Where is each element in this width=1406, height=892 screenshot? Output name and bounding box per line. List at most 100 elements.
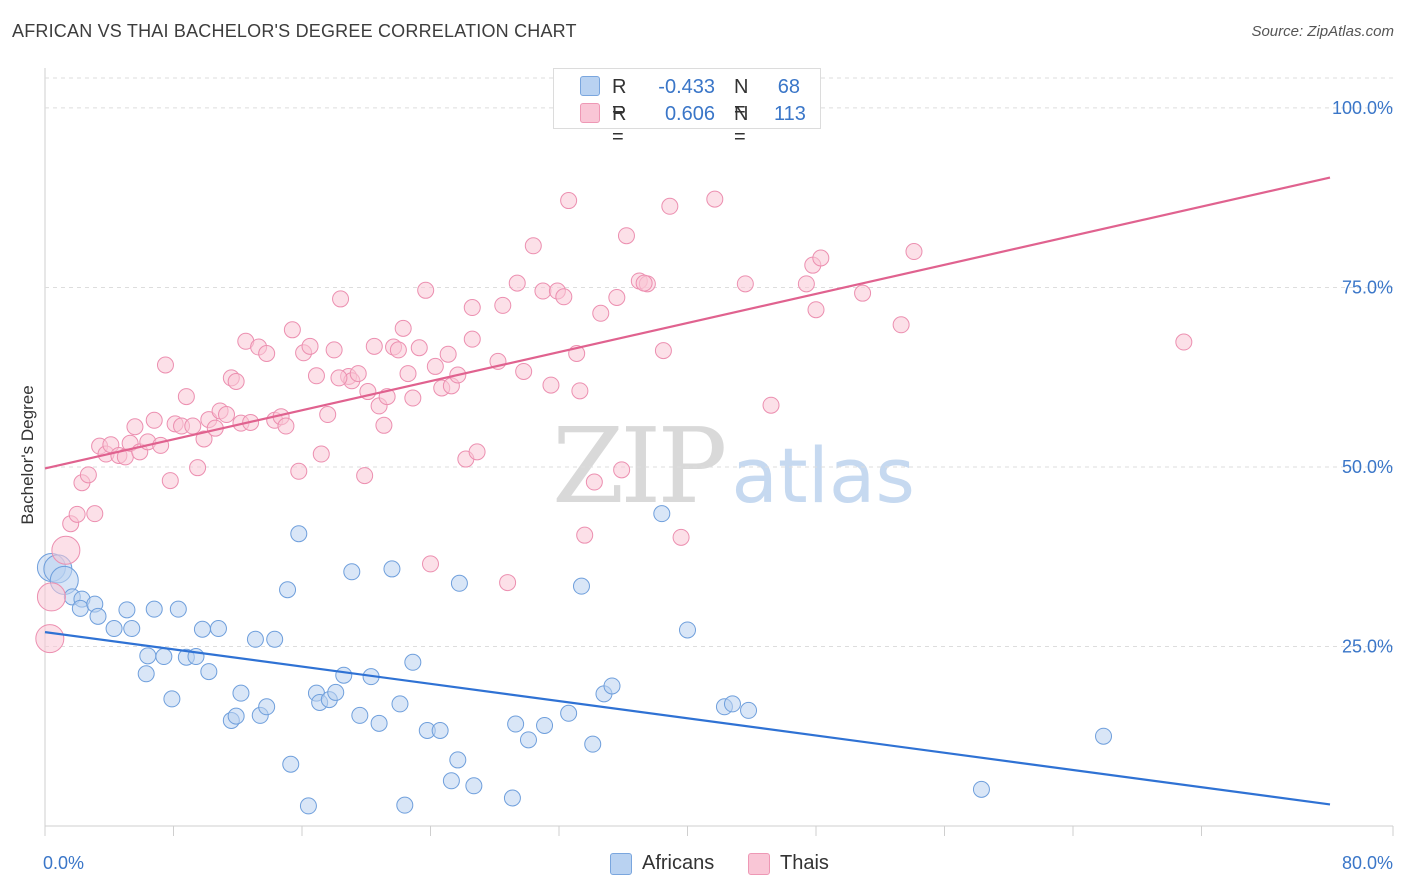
point-thais bbox=[613, 461, 631, 479]
legend-label-thais: Thais bbox=[780, 852, 829, 874]
point-thais bbox=[426, 357, 444, 375]
point-africans bbox=[560, 704, 578, 722]
point-thais bbox=[542, 376, 560, 394]
point-africans bbox=[232, 684, 250, 702]
point-africans bbox=[299, 797, 317, 815]
point-africans bbox=[105, 620, 123, 638]
point-africans bbox=[450, 574, 468, 592]
y-tick-label: 25.0% bbox=[1342, 636, 1393, 656]
n-label: N = bbox=[734, 76, 749, 121]
point-thais bbox=[349, 365, 367, 383]
point-africans bbox=[431, 721, 449, 739]
point-thais bbox=[189, 459, 207, 477]
point-africans bbox=[391, 695, 409, 713]
point-africans bbox=[209, 620, 227, 638]
trend-line-thais bbox=[44, 176, 1331, 470]
point-thais bbox=[152, 436, 170, 454]
point-thais bbox=[35, 624, 65, 654]
point-thais bbox=[68, 505, 86, 523]
point-africans bbox=[507, 715, 525, 733]
point-thais bbox=[463, 330, 481, 348]
point-thais bbox=[126, 418, 144, 436]
point-thais bbox=[389, 341, 407, 359]
point-thais bbox=[417, 281, 435, 299]
point-africans bbox=[370, 714, 388, 732]
r-label: R = bbox=[612, 103, 627, 148]
point-thais bbox=[195, 430, 213, 448]
n-label: N = bbox=[734, 103, 749, 148]
point-thais bbox=[184, 417, 202, 435]
point-thais bbox=[494, 296, 512, 314]
legend-swatch-thais bbox=[748, 853, 770, 875]
point-africans bbox=[740, 701, 758, 719]
point-thais bbox=[145, 411, 163, 429]
point-africans bbox=[279, 581, 297, 599]
point-thais bbox=[422, 555, 439, 573]
legend-swatch-africans bbox=[610, 853, 632, 875]
point-thais bbox=[156, 356, 174, 374]
point-africans bbox=[193, 620, 211, 638]
source-label: Source: ZipAtlas.com bbox=[1251, 23, 1394, 40]
point-thais bbox=[555, 288, 573, 306]
point-africans bbox=[572, 577, 590, 595]
point-thais bbox=[508, 274, 526, 292]
point-thais bbox=[654, 342, 672, 360]
point-africans bbox=[290, 525, 308, 543]
point-africans bbox=[118, 601, 136, 619]
point-thais bbox=[706, 190, 724, 208]
point-thais bbox=[410, 339, 428, 357]
point-africans bbox=[679, 621, 696, 639]
point-africans bbox=[972, 780, 990, 798]
point-thais bbox=[356, 467, 374, 485]
point-thais bbox=[854, 284, 872, 302]
point-africans bbox=[465, 777, 483, 795]
point-thais bbox=[499, 574, 517, 592]
point-thais bbox=[585, 473, 603, 491]
point-africans bbox=[266, 630, 284, 648]
point-thais bbox=[797, 275, 815, 293]
point-africans bbox=[383, 560, 401, 578]
point-thais bbox=[177, 388, 195, 406]
point-thais bbox=[608, 288, 626, 306]
point-thais bbox=[51, 535, 81, 565]
point-thais bbox=[301, 337, 319, 355]
x-tick-label: 0.0% bbox=[43, 853, 84, 873]
point-africans bbox=[723, 695, 741, 713]
point-thais bbox=[534, 282, 552, 300]
correlation-legend: R = -0.433 N = 68 R = 0.606 N = 113 bbox=[553, 68, 821, 148]
point-africans bbox=[404, 653, 422, 671]
point-thais bbox=[635, 274, 653, 292]
legend-swatch-africans bbox=[580, 76, 600, 96]
watermark-atlas: atlas bbox=[731, 431, 915, 520]
point-africans bbox=[327, 683, 345, 701]
point-africans bbox=[343, 563, 361, 581]
n-value: 68 bbox=[777, 76, 800, 98]
point-africans bbox=[227, 707, 245, 725]
point-africans bbox=[442, 772, 460, 790]
point-thais bbox=[762, 396, 780, 414]
point-africans bbox=[449, 751, 467, 769]
point-thais bbox=[439, 345, 457, 363]
point-africans bbox=[155, 648, 173, 666]
point-thais bbox=[307, 367, 325, 385]
point-africans bbox=[519, 731, 537, 749]
point-thais bbox=[290, 462, 308, 480]
point-africans bbox=[1095, 727, 1113, 745]
point-thais bbox=[325, 341, 343, 359]
point-africans bbox=[139, 647, 157, 665]
series-legend: Africans Thais bbox=[0, 851, 1406, 877]
y-tick-label: 100.0% bbox=[1332, 98, 1393, 118]
point-thais bbox=[892, 316, 910, 334]
point-africans bbox=[145, 600, 163, 618]
point-thais bbox=[515, 362, 533, 380]
r-value: -0.433 bbox=[658, 76, 715, 98]
n-value: 113 bbox=[774, 103, 806, 125]
point-thais bbox=[571, 382, 589, 400]
point-africans bbox=[200, 663, 218, 681]
legend-label-africans: Africans bbox=[642, 852, 715, 874]
watermark: ZIP atlas bbox=[552, 405, 915, 527]
point-thais bbox=[86, 505, 104, 523]
point-thais bbox=[365, 337, 383, 355]
point-thais bbox=[812, 249, 830, 267]
point-thais bbox=[332, 290, 350, 308]
